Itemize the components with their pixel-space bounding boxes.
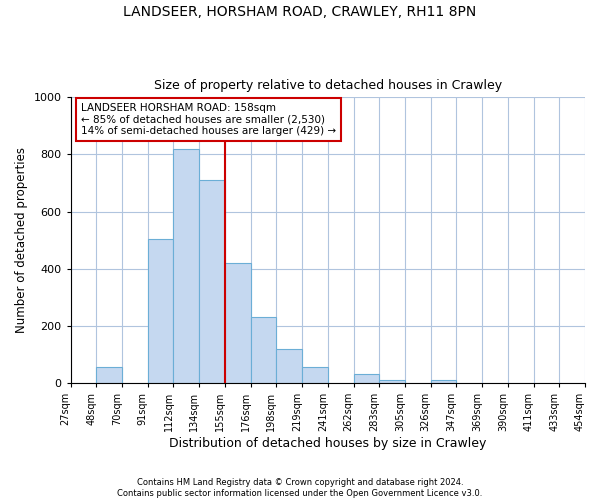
Bar [173,149,199,383]
Y-axis label: Number of detached properties: Number of detached properties [15,147,28,333]
Bar [148,239,173,383]
Bar [199,180,225,383]
X-axis label: Distribution of detached houses by size in Crawley: Distribution of detached houses by size … [169,437,487,450]
Bar [353,374,379,383]
Title: Size of property relative to detached houses in Crawley: Size of property relative to detached ho… [154,79,502,92]
Bar [251,318,277,383]
Bar [97,368,122,383]
Text: LANDSEER, HORSHAM ROAD, CRAWLEY, RH11 8PN: LANDSEER, HORSHAM ROAD, CRAWLEY, RH11 8P… [124,5,476,19]
Bar [302,368,328,383]
Bar [225,263,251,383]
Bar [431,380,457,383]
Bar [379,380,405,383]
Text: Contains HM Land Registry data © Crown copyright and database right 2024.
Contai: Contains HM Land Registry data © Crown c… [118,478,482,498]
Text: LANDSEER HORSHAM ROAD: 158sqm
← 85% of detached houses are smaller (2,530)
14% o: LANDSEER HORSHAM ROAD: 158sqm ← 85% of d… [81,103,336,136]
Bar [277,349,302,383]
